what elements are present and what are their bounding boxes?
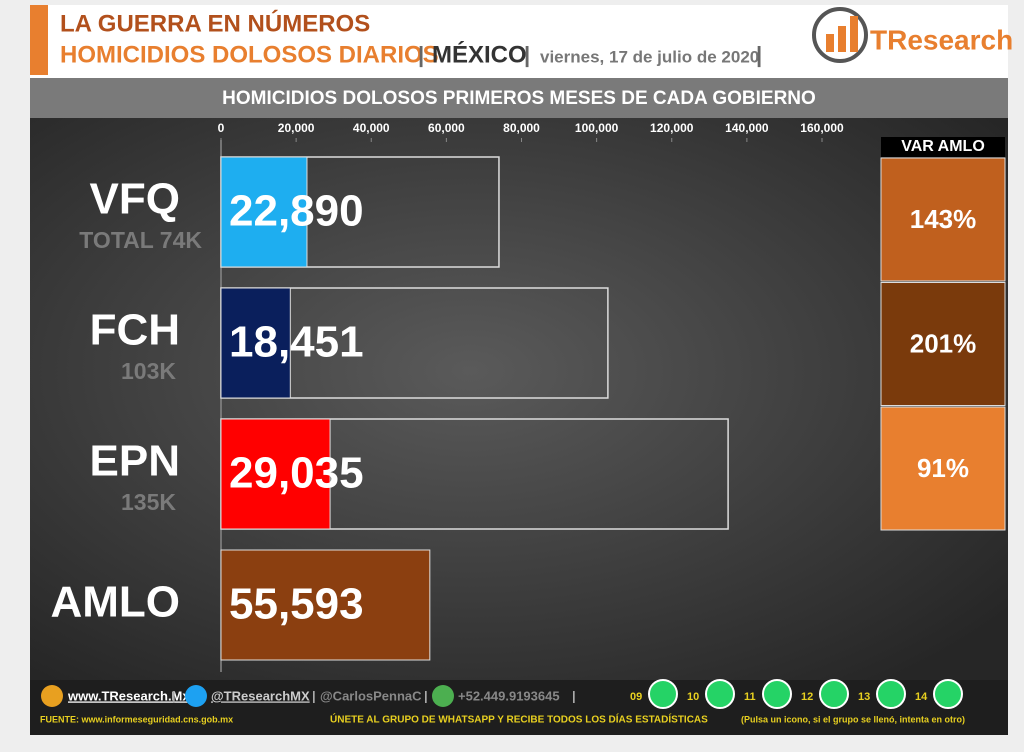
x-tick-label: 140,000 [725, 121, 769, 135]
x-tick-label: 120,000 [650, 121, 694, 135]
whatsapp-icon[interactable] [819, 679, 849, 709]
total-label: TOTAL 74K [79, 227, 202, 253]
bar [220, 549, 431, 661]
separator: | [418, 42, 424, 67]
var-box [880, 282, 1006, 406]
value-label: 18,451 [229, 318, 364, 367]
author: @CarlosPennaC [320, 688, 422, 703]
chart-area [30, 118, 1008, 680]
separator: | [572, 688, 576, 703]
var-label: 201% [910, 328, 977, 358]
chart-title: HOMICIDIOS DOLOSOS PRIMEROS MESES DE CAD… [222, 88, 816, 109]
separator: | [424, 688, 428, 703]
var-box [880, 406, 1006, 531]
group-number: 10 [687, 691, 699, 703]
category-label: EPN [90, 437, 180, 486]
header-date: viernes, 17 de julio de 2020 [540, 47, 759, 66]
group-number: 14 [915, 691, 928, 703]
twitter-link[interactable]: @TResearchMX [211, 688, 310, 703]
header-line2: HOMICIDIOS DOLOSOS DIARIOS [60, 41, 439, 68]
var-header-bg [881, 137, 1005, 157]
var-label: 91% [917, 453, 969, 483]
logo: TResearch [870, 24, 1013, 55]
logo-icon [812, 7, 868, 63]
whatsapp-icon[interactable] [762, 679, 792, 709]
value-label: 22,890 [229, 187, 364, 236]
whatsapp-icon[interactable] [705, 679, 735, 709]
category-label: AMLO [50, 578, 180, 627]
x-tick-label: 40,000 [353, 121, 390, 135]
accent-bar [30, 5, 48, 75]
group-number: 13 [858, 691, 870, 703]
phone-icon [432, 685, 454, 707]
phone: +52.449.9193645 [458, 688, 560, 703]
x-tick-label: 160,000 [800, 121, 844, 135]
header-line1: LA GUERRA EN NÚMEROS [60, 9, 370, 37]
header-country: MÉXICO [432, 40, 527, 68]
x-tick-label: 20,000 [278, 121, 315, 135]
x-tick-label: 100,000 [575, 121, 619, 135]
group-number: 09 [630, 691, 642, 703]
value-label: 29,035 [229, 449, 364, 498]
whatsapp-icon[interactable] [648, 679, 678, 709]
separator: | [312, 688, 316, 703]
bar [220, 156, 308, 268]
var-label: 143% [910, 204, 977, 234]
category-label: VFQ [90, 175, 180, 224]
x-tick-label: 60,000 [428, 121, 465, 135]
separator: | [756, 42, 762, 67]
bar [220, 287, 291, 399]
cta: ÚNETE AL GRUPO DE WHATSAPP Y RECIBE TODO… [330, 713, 708, 726]
title-band [30, 78, 1008, 118]
x-tick-label: 80,000 [503, 121, 540, 135]
group-number: 12 [801, 691, 813, 703]
source: FUENTE: www.informeseguridad.cns.gob.mx [40, 714, 233, 724]
category-label: FCH [90, 306, 180, 355]
group-number: 11 [744, 691, 756, 703]
separator: | [172, 688, 176, 703]
var-box [880, 157, 1006, 282]
cta-note: (Pulsa un icono, si el grupo se llenó, i… [741, 714, 965, 724]
whatsapp-icon[interactable] [933, 679, 963, 709]
bar [220, 418, 331, 530]
total-label: 135K [121, 489, 176, 515]
var-header: VAR AMLO [901, 138, 985, 155]
x-tick-label: 0 [218, 121, 225, 135]
whatsapp-icon[interactable] [876, 679, 906, 709]
value-label: 55,593 [229, 580, 364, 629]
globe-icon [41, 685, 63, 707]
total-label: 103K [121, 358, 176, 384]
twitter-icon [185, 685, 207, 707]
website-link[interactable]: www.TResearch.Mx [67, 688, 190, 703]
separator: | [524, 42, 530, 67]
